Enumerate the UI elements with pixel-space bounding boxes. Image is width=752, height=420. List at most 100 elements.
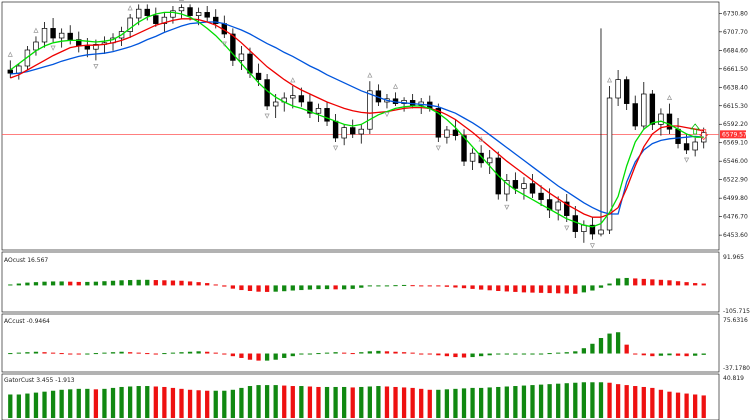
gator-histogram-bar [136,386,141,418]
candle-body [469,152,476,162]
gator-histogram-bar [324,386,330,418]
candle-body [486,157,493,164]
price-axis-label: 6707.70 [723,29,748,36]
ac-histogram-bar [641,353,646,356]
candle-body [521,183,527,189]
ac-histogram-bar [547,353,552,355]
fractal-down-marker [221,41,227,47]
ac-histogram-bar [675,353,681,356]
ao-histogram-bar [170,280,176,286]
price-axis: 6730.80 6707.70 6684.60 6661.50 6638.40 6615.… [719,10,748,239]
ac-histogram-bar [299,353,304,355]
ao-histogram-bar [127,280,133,286]
ao-histogram-bar [136,279,141,286]
ac-indicator-label: ACcust -0.9464 [4,318,50,325]
indicator-series [8,277,706,418]
gator-histogram-bar [427,389,432,418]
ac-histogram-bar [307,353,313,355]
gator-histogram-bar [436,389,441,418]
candle-body [153,15,159,24]
ao-axis-max-label: 91.965 [723,254,744,261]
ao-histogram-bar [273,285,278,292]
ac-histogram-bar [573,351,578,354]
ac-histogram-bar [290,353,295,357]
ao-histogram-bar [316,285,321,290]
slow-ma-line [10,21,704,215]
ac-histogram-bar [33,351,39,354]
ac-histogram-bar [444,353,450,357]
ao-histogram-bar [487,285,492,291]
ao-histogram-bar [658,279,664,286]
candle-body [649,93,656,125]
gator-histogram-bar [222,390,227,418]
ac-histogram-bar [25,352,30,354]
ao-histogram-bar [333,285,338,290]
candle-body [675,128,681,144]
gator-histogram-bar [693,394,698,418]
gator-histogram-bar [42,391,47,418]
fractal-down-marker [435,145,441,151]
ac-histogram-bar [102,352,107,354]
ac-histogram-bar [367,351,372,354]
candle-body [84,45,91,50]
buy-signal-arrow [690,123,700,135]
ao-histogram-bar [324,285,330,290]
ao-histogram-bar [410,285,415,287]
fractal-down-marker [589,243,595,249]
candle-body [564,201,570,216]
ac-histogram-bar [419,353,424,355]
gator-histogram-bar [650,387,655,418]
gator-histogram-bar [607,382,612,418]
gator-histogram-bar [333,386,338,418]
candle-body [341,127,347,139]
current-price-tag-bg [720,130,746,139]
gator-histogram-bar [230,389,236,418]
fast-ma-line [9,11,704,228]
price-axis-label: 6522.90 [723,177,748,184]
ao-histogram-bar [50,281,56,286]
gator-histogram-bar [581,382,587,418]
gator-axis-max-label: 40.819 [723,375,744,382]
gator-histogram-bar [530,385,535,418]
ao-histogram-bar [564,285,569,294]
candle-body [187,7,193,16]
ao-histogram-bar [290,285,295,291]
ac-histogram-bar [513,353,518,355]
gator-histogram-bar [205,390,210,418]
fractal-down-marker [684,157,690,163]
ac-histogram-bar [136,352,141,354]
price-axis-label: 6499.80 [723,195,748,202]
ao-indicator-panel[interactable] [1,251,720,313]
ac-histogram-bar [50,352,56,354]
ao-histogram-bar [453,285,458,288]
ac-histogram-bar [170,352,176,354]
fractal-down-marker [384,112,390,118]
ao-histogram-bar [401,284,407,286]
candle-body [7,69,13,74]
gator-histogram-bar [547,384,552,418]
gator-histogram-bar [239,387,244,418]
ac-histogram-bar [350,353,355,355]
ao-histogram-bar [42,281,47,286]
gator-histogram-bar [393,386,398,418]
fractal-down-marker [333,145,339,151]
ac-histogram-bar [247,353,253,360]
ac-histogram-bar [633,353,638,355]
ao-histogram-bar [384,285,390,287]
ao-histogram-bar [102,281,107,286]
candle-body [589,224,596,235]
gator-histogram-bar [162,386,167,418]
gator-histogram-bar [359,386,364,418]
ao-histogram-bar [59,281,64,286]
ac-axis-max-label: 75.6316 [723,317,748,324]
ac-histogram-bar [427,353,432,355]
gator-histogram-bar [307,386,313,418]
ao-histogram-bar [8,284,13,286]
price-series [2,0,719,249]
fractal-up-marker [290,77,296,83]
ao-histogram-bar [33,282,39,286]
candle-body [144,8,150,16]
ac-histogram-bar [658,353,664,356]
ac-histogram-bar [453,353,458,358]
